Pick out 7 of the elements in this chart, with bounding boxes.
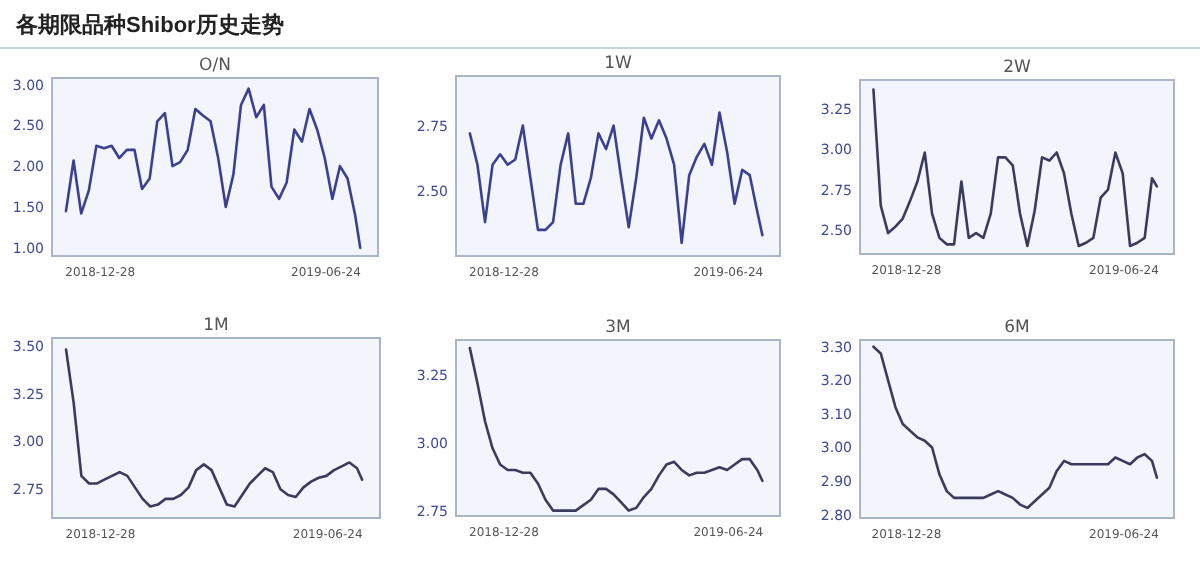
chart-title: 1M xyxy=(203,316,229,336)
chart-title: O/N xyxy=(199,56,231,76)
chart-title: 1W xyxy=(604,54,633,74)
chart-title: 3M xyxy=(605,318,631,338)
chart-title: 2W xyxy=(1003,58,1032,78)
chart-title: 6M xyxy=(1004,318,1030,338)
text: 各期限品种Shibor历史走势 xyxy=(14,12,284,38)
